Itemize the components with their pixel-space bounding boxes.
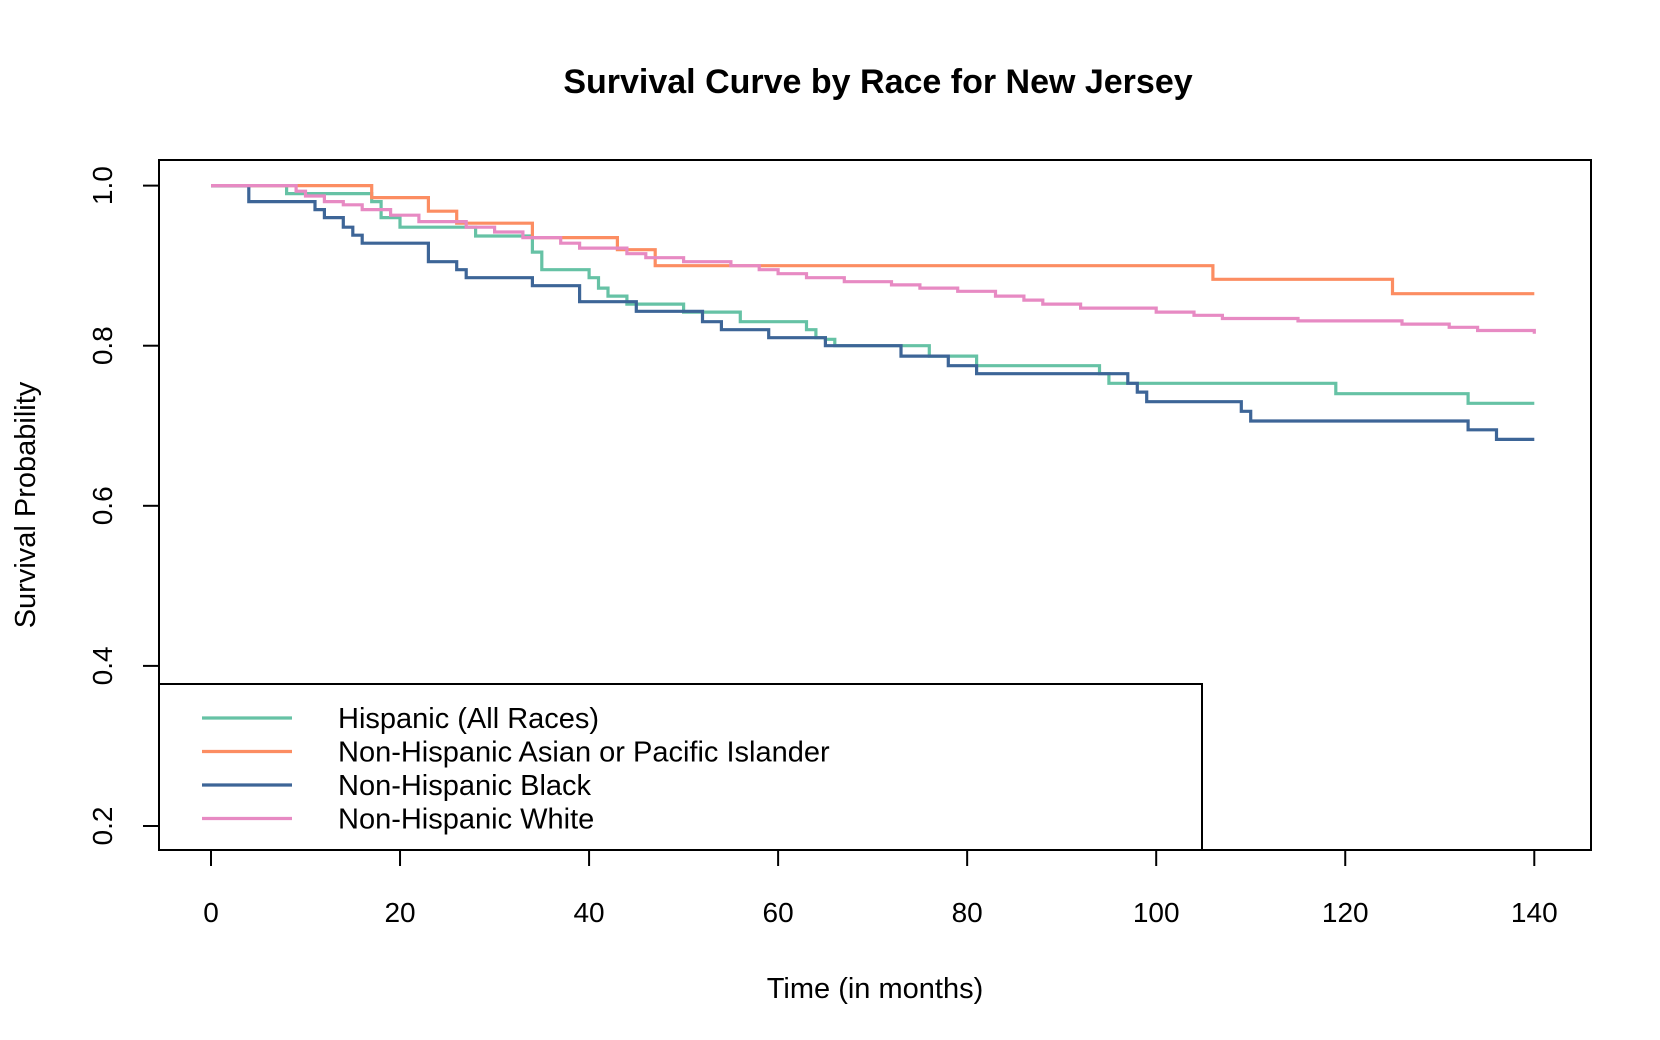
x-tick-label: 60 [763,897,794,928]
y-tick-label: 1.0 [87,166,118,205]
x-tick-label: 20 [384,897,415,928]
y-axis: 0.2 0.4 0.6 0.8 1.0 [87,166,159,845]
legend-entry: Non-Hispanic Black [338,770,592,802]
series-line-4 [211,184,1536,334]
x-tick-label: 0 [203,897,219,928]
y-tick-label: 0.4 [87,646,118,685]
legend: Hispanic (All Races)Non-Hispanic Asian o… [158,683,1203,851]
chart-title: Survival Curve by Race for New Jersey [563,63,1192,101]
y-tick-label: 0.2 [87,807,118,846]
series-line-1 [211,184,1535,405]
y-tick-label: 0.8 [87,326,118,365]
x-tick-label: 40 [573,897,604,928]
x-tick-label: 140 [1511,897,1558,928]
legend-entry: Hispanic (All Races) [338,703,599,735]
series-line-2 [211,184,1535,296]
x-axis: 0 20 40 60 80 100 120 140 [203,850,1558,928]
survival-curves [211,184,1536,441]
legend-entry: Non-Hispanic Asian or Pacific Islander [338,737,830,769]
y-axis-label: Survival Probability [10,381,42,628]
x-tick-label: 120 [1322,897,1369,928]
x-tick-label: 80 [952,897,983,928]
series-line-3 [211,184,1535,441]
legend-entry: Non-Hispanic White [338,804,594,836]
x-axis-label: Time (in months) [767,973,983,1005]
legend-box [158,683,1203,851]
y-tick-label: 0.6 [87,486,118,525]
x-tick-label: 100 [1133,897,1180,928]
